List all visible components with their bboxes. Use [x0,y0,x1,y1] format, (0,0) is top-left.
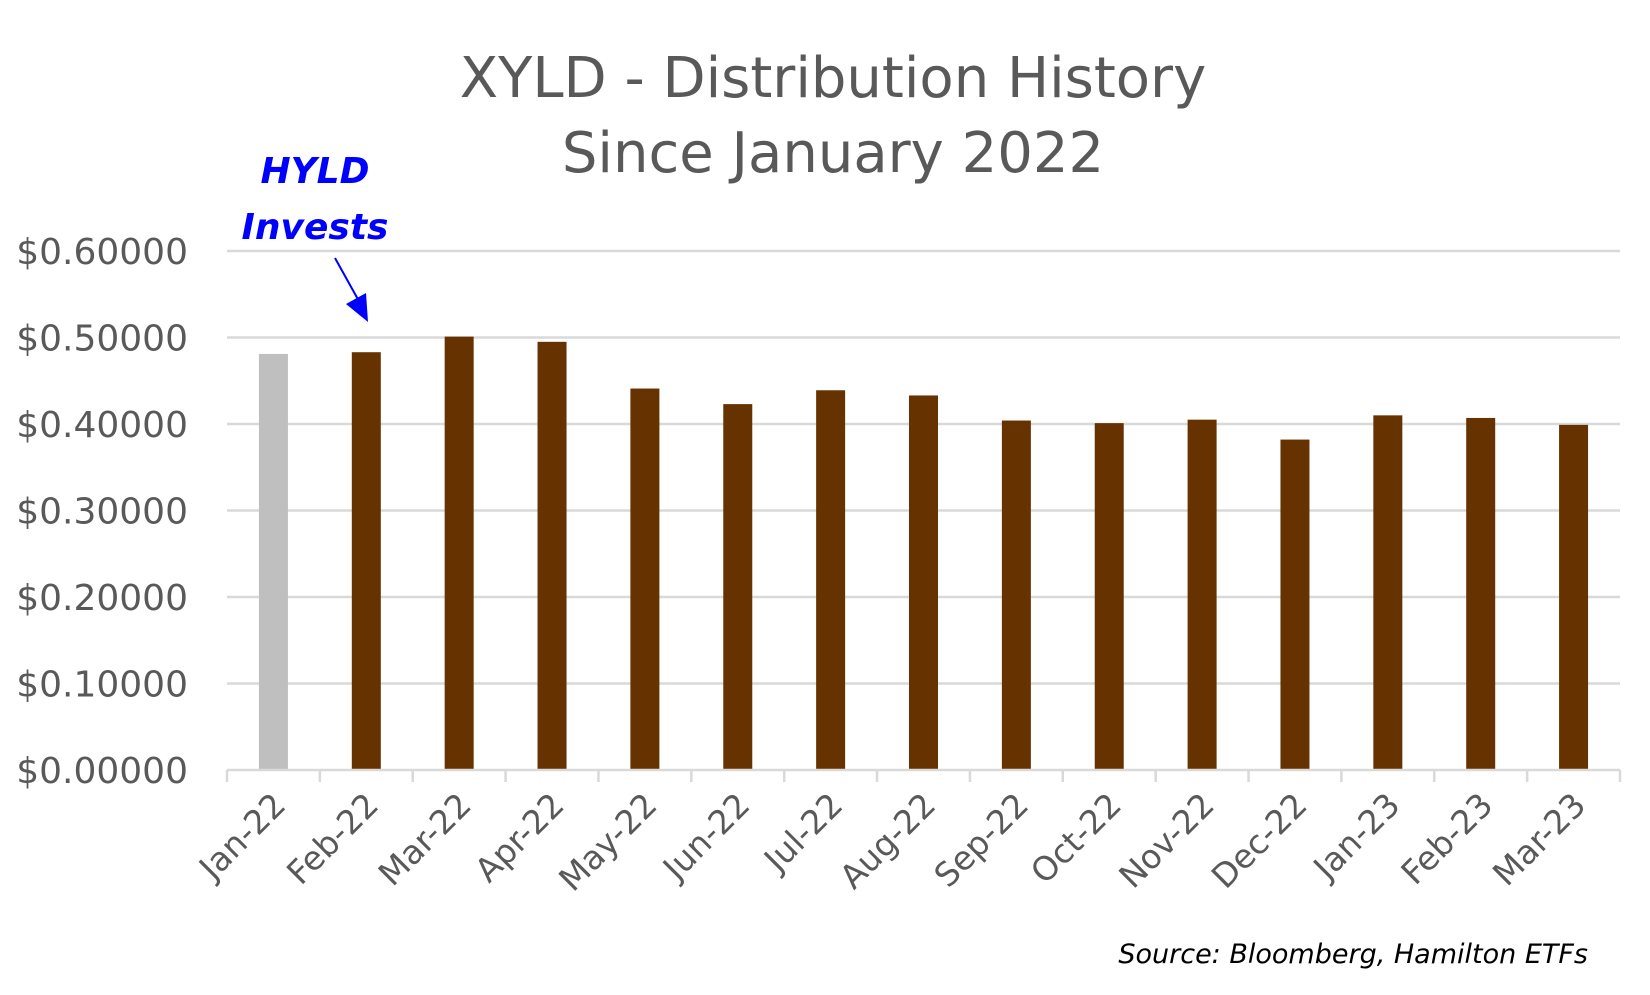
y-tick-label: $0.30000 [16,492,188,533]
y-tick-label: $0.00000 [16,751,188,792]
y-tick-label: $0.10000 [16,665,188,706]
chart-title-line-1: XYLD - Distribution History [460,46,1206,111]
chart-title-line-2: Since January 2022 [562,121,1104,186]
bar-feb-23 [1466,417,1496,770]
bar-jan-22 [258,353,288,770]
bar-mar-22 [444,336,474,770]
bar-dec-22 [1280,439,1310,770]
y-tick-label: $0.20000 [16,578,188,619]
y-axis-tick-labels: $0.00000 $0.10000 $0.20000 $0.30000 $0.40000… [16,232,188,792]
y-tick-label: $0.60000 [16,232,188,273]
annotation-arrow-head [346,293,368,322]
x-tick-label: Aug-22 [832,785,943,896]
bar-apr-22 [537,341,567,770]
source-note: Source: Bloomberg, Hamilton ETFs [1118,939,1588,970]
bar-jul-22 [816,390,846,770]
x-tick-label: Feb-22 [279,785,386,892]
x-tick-label: Oct-22 [1023,785,1129,891]
bar-feb-22 [351,352,381,770]
annotation-arrow-shaft [334,257,361,304]
bar-jun-22 [723,404,753,770]
bar-aug-22 [909,395,938,770]
x-tick-label: May-22 [551,785,665,899]
chart-title: XYLD - Distribution History Since Januar… [460,46,1206,186]
bars [258,336,1589,770]
bar-nov-22 [1187,419,1217,770]
x-tick-label: Feb-23 [1393,785,1500,892]
x-tick-label: Dec-22 [1204,785,1315,896]
x-tick-label: Jun-22 [654,785,758,889]
x-axis [225,768,1622,782]
bar-sep-22 [1001,420,1031,770]
annotation-line-2: Invests [242,207,389,248]
y-tick-label: $0.40000 [16,405,188,446]
x-tick-label: Nov-22 [1111,785,1222,896]
y-tick-label: $0.50000 [16,319,188,360]
bar-mar-23 [1559,424,1589,770]
x-tick-label: Jan-22 [190,785,293,888]
x-tick-label: Jan-23 [1304,785,1407,888]
bar-oct-22 [1094,423,1124,770]
annotation-line-1: HYLD [260,151,369,192]
bar-may-22 [630,388,660,770]
x-tick-label: Sep-22 [926,785,1036,895]
x-tick-label: Mar-22 [371,785,479,893]
annotation: HYLD Invests [242,151,389,322]
x-tick-label: Mar-23 [1485,785,1593,893]
bar-jan-23 [1373,415,1403,770]
